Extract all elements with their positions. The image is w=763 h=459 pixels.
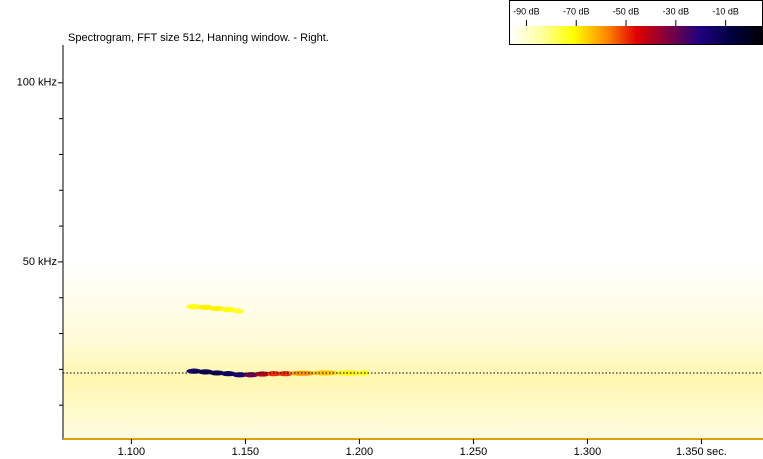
call-segment [277, 371, 294, 377]
call-segment [357, 370, 370, 376]
call-segment [243, 372, 259, 378]
colorbar-tick-label: -10 dB [712, 6, 739, 16]
colorbar-tick-label: -90 dB [513, 6, 540, 16]
colorbar-tick-label: -50 dB [613, 6, 640, 16]
colorbar-tick-label: -70 dB [563, 6, 590, 16]
x-tick-label: 1.100 [118, 446, 146, 458]
colorbar: -90 dB -70 dB -50 dB -30 dB -10 dB [509, 0, 763, 45]
call-segment [232, 308, 245, 314]
chart-title: Spectrogram, FFT size 512, Hanning windo… [68, 32, 329, 44]
x-tick-label: 1.350 sec. [676, 446, 727, 458]
y-tick-label: 50 kHz [23, 256, 57, 268]
colorbar-gradient [510, 26, 763, 44]
x-tick-label: 1.200 [346, 446, 374, 458]
plot-background [63, 45, 763, 438]
x-tick-label: 1.300 [574, 446, 602, 458]
call-segment [311, 370, 339, 376]
y-tick-label: 100 kHz [17, 77, 57, 89]
call-segment [334, 370, 362, 376]
call-segment [209, 370, 225, 376]
colorbar-tick-label: -30 dB [663, 6, 690, 16]
x-tick-label: 1.150 [232, 446, 260, 458]
call-segment [266, 371, 282, 377]
x-tick-label: 1.250 [460, 446, 488, 458]
call-segment [186, 304, 202, 310]
